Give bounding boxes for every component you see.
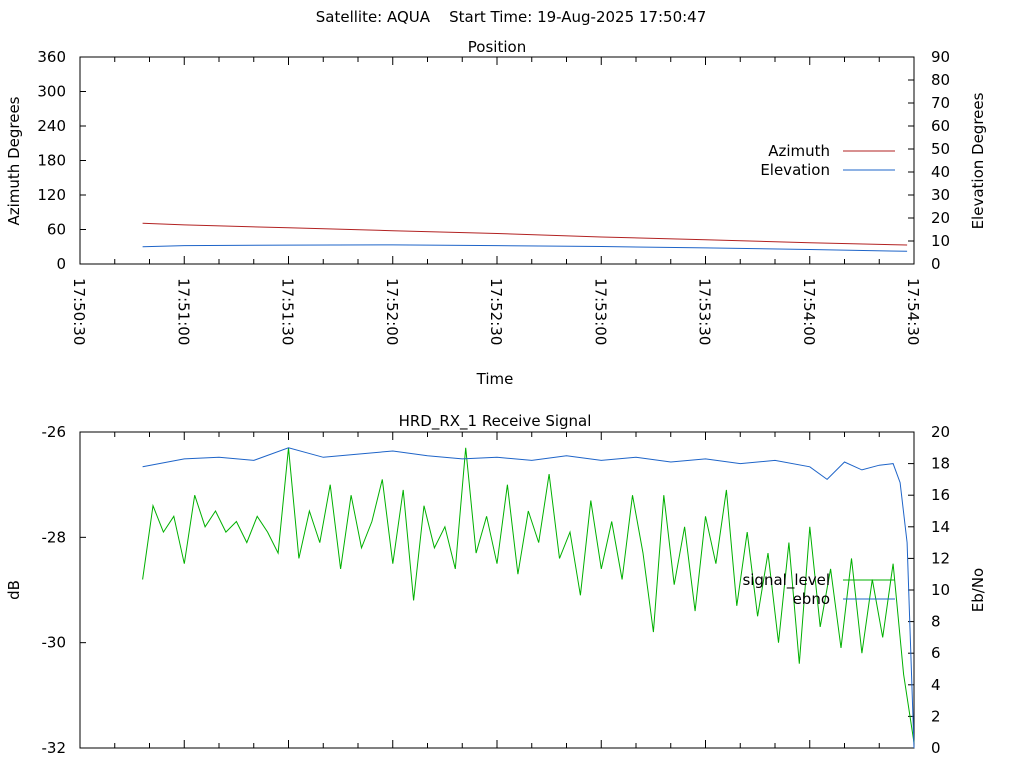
elevation-axis-label: Elevation Degrees	[969, 92, 987, 229]
ebno-axis-tick-label: 2	[931, 707, 941, 725]
ebno-axis-tick-label: 8	[931, 613, 941, 631]
signal-plot-frame	[79, 431, 915, 749]
elevation-line	[142, 244, 908, 252]
ebno-axis-tick-label: 0	[931, 739, 941, 757]
azimuth-axis-tick-label: 0	[56, 255, 66, 273]
time-axis-tick-label: 17:53:30	[696, 278, 714, 345]
signal-series	[142, 447, 915, 749]
ebno-axis-label: Eb/No	[969, 568, 987, 612]
signal-chart-title: HRD_RX_1 Receive Signal	[399, 412, 592, 431]
elevation-axis-tick-label: 80	[931, 71, 950, 89]
ebno-axis-tick-label: 16	[931, 486, 950, 504]
azimuth-axis: 0 60 120 180 240 300 360	[37, 48, 86, 273]
azimuth-axis-tick-label: 60	[47, 221, 66, 239]
ebno-axis-tick-label: 10	[931, 581, 950, 599]
time-axis-tick-label: 17:51:00	[174, 278, 192, 345]
azimuth-axis-tick-label: 300	[37, 83, 66, 101]
azimuth-axis-tick-label: 180	[37, 152, 66, 170]
db-axis-tick-label: -30	[42, 634, 67, 652]
time-axis-tick-label: 17:54:30	[904, 278, 922, 345]
ebno-axis-tick-label: 20	[931, 423, 950, 441]
elevation-axis-tick-label: 0	[931, 255, 941, 273]
legend-label-ebno: ebno	[793, 590, 830, 608]
db-axis-label: dB	[5, 580, 23, 600]
ebno-line	[142, 447, 915, 749]
time-axis-tick-label: 17:52:00	[383, 278, 401, 345]
db-axis-tick-label: -32	[42, 739, 67, 757]
time-axis-tick-label: 17:52:30	[487, 278, 505, 345]
position-legend: Azimuth Elevation	[760, 142, 895, 179]
ebno-axis-tick-label: 12	[931, 549, 950, 567]
elevation-axis-tick-label: 90	[931, 48, 950, 66]
position-chart-title: Position	[468, 38, 526, 56]
ebno-axis-tick-label: 18	[931, 455, 950, 473]
azimuth-line	[142, 222, 908, 246]
signal-level-line	[142, 447, 915, 743]
elevation-axis-tick-label: 30	[931, 186, 950, 204]
signal-legend: signal_level ebno	[742, 571, 895, 608]
elevation-axis-tick-label: 10	[931, 232, 950, 250]
db-axis-tick-label: -28	[42, 528, 67, 546]
ebno-axis-tick-label: 6	[931, 644, 941, 662]
legend-label-signal-level: signal_level	[742, 571, 830, 590]
azimuth-axis-tick-label: 240	[37, 117, 66, 135]
time-axis: 17:50:30 17:51:00 17:51:30 17:52:00 17:52:30…	[70, 57, 922, 345]
position-chart: Position 0 60 120 180 240 300 360 0 10 20 30 40 50 6…	[5, 38, 987, 388]
db-axis-tick-label: -26	[42, 423, 67, 441]
elevation-axis-tick-label: 20	[931, 209, 950, 227]
ebno-axis-tick-label: 14	[931, 518, 950, 536]
time-axis-tick-label: 17:51:30	[279, 278, 297, 345]
ebno-axis: 0 2 4 6 8 10 12 14 16 18 20	[908, 423, 950, 757]
azimuth-axis-tick-label: 120	[37, 186, 66, 204]
receive-signal-chart: HRD_RX_1 Receive Signal -32 -30 -28 -26 0 2 4…	[5, 412, 987, 757]
elevation-axis-tick-label: 50	[931, 140, 950, 158]
elevation-axis-tick-label: 40	[931, 163, 950, 181]
position-series	[142, 222, 908, 252]
legend-label-elevation: Elevation	[760, 161, 830, 179]
time-axis-label: Time	[476, 370, 514, 388]
time-axis-tick-label: 17:53:00	[591, 278, 609, 345]
ebno-axis-tick-label: 4	[931, 676, 941, 694]
elevation-axis-tick-label: 60	[931, 117, 950, 135]
azimuth-axis-tick-label: 360	[37, 48, 66, 66]
legend-label-azimuth: Azimuth	[768, 142, 830, 160]
elevation-axis: 0 10 20 30 40 50 60 70 80 90	[908, 48, 950, 273]
signal-time-axis	[79, 432, 915, 748]
db-axis: -32 -30 -28 -26	[42, 423, 86, 757]
time-axis-tick-label: 17:54:00	[800, 278, 818, 345]
elevation-axis-tick-label: 70	[931, 94, 950, 112]
time-axis-tick-label: 17:50:30	[70, 278, 88, 345]
header-title: Satellite: AQUA Start Time: 19-Aug-2025 …	[316, 8, 707, 26]
azimuth-axis-label: Azimuth Degrees	[5, 96, 23, 225]
